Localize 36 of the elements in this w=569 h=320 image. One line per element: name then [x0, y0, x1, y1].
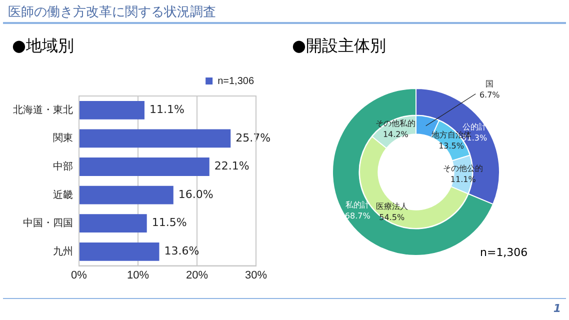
data-label: 6.7%	[479, 90, 500, 100]
bar	[80, 158, 210, 176]
data-label: 13.6%	[164, 244, 200, 258]
y-tick-label: 近畿	[53, 188, 73, 201]
data-label: 68.7%	[344, 211, 371, 220]
x-tick-label: 20%	[186, 269, 208, 282]
data-label: 11.5%	[152, 216, 187, 230]
bar	[80, 214, 147, 233]
bar	[80, 242, 160, 261]
y-tick-label: 関東	[53, 132, 73, 144]
y-tick-label: 中部	[53, 160, 73, 172]
x-tick-label: 10%	[126, 269, 150, 282]
bar	[80, 186, 174, 204]
y-tick-label: 中国・四国	[23, 217, 73, 230]
legend-label: n=1,306	[218, 76, 254, 87]
data-label: 54.5%	[379, 213, 405, 222]
text: 1	[553, 302, 561, 315]
data-label: 16.0%	[178, 188, 214, 201]
data-label: 14.2%	[382, 130, 409, 140]
slice-label: 国	[486, 79, 494, 88]
y-tick-label: 北海道・東北	[13, 104, 73, 116]
chart-title: ●地域別	[12, 36, 74, 57]
y-tick-label: 九州	[53, 245, 73, 258]
slice-label: その他私的	[376, 119, 416, 128]
text: n=1,306	[480, 246, 528, 259]
text: 医師の働き方改革に関する状況調査	[8, 4, 216, 21]
data-label: 11.1%	[149, 103, 184, 116]
bar	[80, 100, 144, 120]
data-label: 25.7%	[236, 131, 271, 144]
chart-title: ●開設主体別	[292, 36, 386, 57]
slice-label: 私的計	[346, 200, 370, 210]
bar	[80, 129, 231, 148]
x-tick-label: 0%	[71, 269, 88, 282]
data-label: 22.1%	[214, 160, 250, 173]
x-tick-label: 30%	[244, 269, 268, 282]
slice-label: 医療法人	[376, 202, 408, 212]
